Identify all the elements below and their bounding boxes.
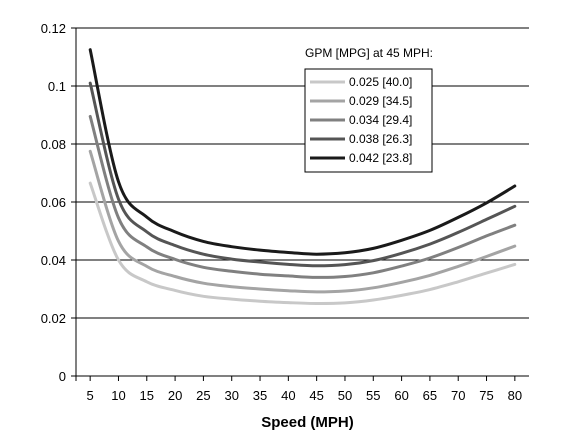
axes [71,27,529,381]
x-tick-label: 10 [111,388,125,403]
legend-title: GPM [MPG] at 45 MPH: [305,46,433,60]
x-tick-label: 45 [309,388,323,403]
y-tick-label: 0 [59,369,66,384]
x-tick-label: 75 [479,388,493,403]
x-tick-label: 5 [87,388,94,403]
x-tick-label: 20 [168,388,182,403]
y-tick-label: 0.04 [41,253,66,268]
series-line-3 [88,114,517,279]
legend: GPM [MPG] at 45 MPH: 0.025 [40.0] 0.029 [… [304,46,433,173]
y-tick-label: 0.02 [41,311,66,326]
series-line-1 [88,181,517,305]
x-tick-label: 25 [196,388,210,403]
grid [76,27,529,319]
legend-label: 0.042 [23.8] [349,151,412,165]
legend-label: 0.029 [34.5] [349,94,412,108]
x-tick-label: 70 [451,388,465,403]
y-tick-label: 0.12 [41,21,66,36]
x-tick-label: 15 [140,388,154,403]
x-tick-label: 60 [394,388,408,403]
legend-items: 0.025 [40.0] 0.029 [34.5] 0.034 [29.4] 0.03… [310,75,412,165]
series-line-5 [88,48,517,256]
y-tick-labels: 0 0.02 0.04 0.06 0.08 0.1 0.12 [41,21,66,384]
legend-label: 0.038 [26.3] [349,132,412,146]
y-tick-label: 0.1 [48,79,66,94]
series-lines [88,48,517,305]
y-tick-label: 0.06 [41,195,66,210]
x-tick-label: 30 [224,388,238,403]
x-tick-label: 80 [508,388,522,403]
x-tick-labels: 5 10 15 20 25 30 35 40 45 50 55 60 65 70 75 80 [87,388,523,403]
x-tick-label: 35 [253,388,267,403]
y-tick-label: 0.08 [41,137,66,152]
legend-label: 0.025 [40.0] [349,75,412,89]
x-tick-label: 50 [338,388,352,403]
x-axis-title: Speed (MPH) [261,414,354,431]
x-tick-label: 40 [281,388,295,403]
series-line-2 [88,149,517,294]
series-line-4 [88,81,517,268]
x-tick-label: 55 [366,388,380,403]
legend-label: 0.034 [29.4] [349,113,412,127]
x-tick-label: 65 [423,388,437,403]
